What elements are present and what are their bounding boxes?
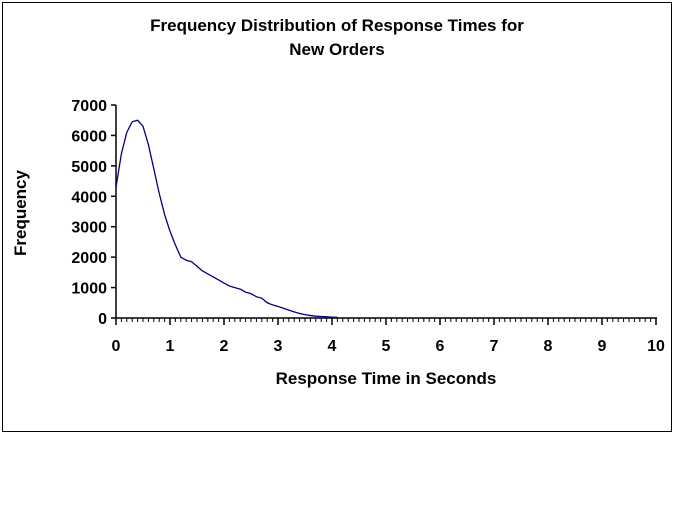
y-tick-label: 0 [98, 311, 107, 328]
y-tick-label: 1000 [71, 281, 107, 298]
x-tick-label: 7 [490, 338, 499, 355]
frequency-line [115, 119, 338, 318]
y-tick-label: 2000 [71, 250, 107, 267]
x-tick-label: 8 [544, 338, 553, 355]
x-tick-label: 4 [328, 338, 337, 355]
chart-title-line2: New Orders [289, 40, 385, 59]
x-tick-label: 6 [436, 338, 445, 355]
x-tick-label: 9 [598, 338, 607, 355]
x-tick-label: 3 [274, 338, 283, 355]
x-tick-label: 2 [220, 338, 229, 355]
chart-frame: Frequency Distribution of Response Times… [2, 2, 672, 432]
x-tick-label: 1 [166, 338, 175, 355]
y-tick-label: 4000 [71, 189, 107, 206]
y-tick-label: 7000 [71, 98, 107, 115]
y-tick-label: 6000 [71, 128, 107, 145]
y-tick-label: 3000 [71, 220, 107, 237]
x-axis-title: Response Time in Seconds [275, 369, 497, 388]
x-tick-label: 0 [112, 338, 121, 355]
chart-title-line1: Frequency Distribution of Response Times… [150, 16, 524, 35]
x-tick-label: 10 [647, 338, 665, 355]
x-tick-label: 5 [382, 338, 391, 355]
y-tick-label: 5000 [71, 159, 107, 176]
chart-svg: 0 1 2 3 4 5 6 7 8 9 10 0 1000 2000 3000 4000 5000 6000 700… [71, 98, 665, 355]
